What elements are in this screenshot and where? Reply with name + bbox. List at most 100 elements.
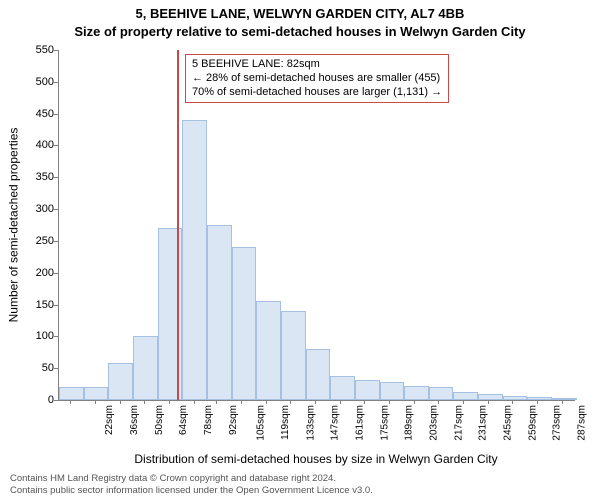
y-tick-label: 500	[24, 76, 54, 88]
histogram-bar	[207, 225, 232, 400]
x-tick-mark	[364, 400, 365, 404]
x-tick-label: 147sqm	[330, 405, 341, 441]
x-tick-label: 161sqm	[355, 405, 366, 441]
histogram-bar	[503, 396, 528, 400]
x-tick-label: 273sqm	[552, 405, 563, 441]
y-tick-label: 150	[24, 299, 54, 311]
x-tick-mark	[120, 400, 121, 404]
histogram-bar	[232, 247, 257, 400]
x-tick-label: 175sqm	[379, 405, 390, 441]
y-axis-label: Number of semi-detached properties	[6, 50, 20, 400]
histogram-bar	[306, 349, 331, 400]
histogram-bar	[453, 392, 478, 400]
x-tick-label: 64sqm	[178, 405, 189, 435]
y-tick-mark	[54, 177, 58, 178]
x-tick-label: 105sqm	[256, 405, 267, 441]
x-tick-label: 78sqm	[203, 405, 214, 435]
x-tick-mark	[488, 400, 489, 404]
y-tick-label: 300	[24, 203, 54, 215]
y-tick-mark	[54, 145, 58, 146]
x-tick-label: 119sqm	[280, 405, 291, 440]
annotation-box: 5 BEEHIVE LANE: 82sqm← 28% of semi-detac…	[185, 54, 449, 103]
histogram-bar	[429, 387, 454, 400]
histogram-bar	[478, 394, 503, 400]
x-tick-mark	[194, 400, 195, 404]
x-tick-label: 231sqm	[478, 405, 489, 441]
x-tick-mark	[512, 400, 513, 404]
histogram-bar	[182, 120, 207, 400]
y-tick-mark	[54, 209, 58, 210]
y-tick-label: 200	[24, 267, 54, 279]
property-size-marker	[177, 50, 179, 400]
y-tick-mark	[54, 400, 58, 401]
histogram-bar	[256, 301, 281, 400]
x-tick-mark	[266, 400, 267, 404]
y-tick-label: 0	[24, 394, 54, 406]
histogram-bar	[84, 387, 109, 400]
y-tick-label: 350	[24, 171, 54, 183]
property-size-histogram-page: { "title": { "line1": "5, BEEHIVE LANE, …	[0, 0, 600, 500]
histogram-bar	[133, 336, 158, 400]
y-tick-mark	[54, 368, 58, 369]
y-tick-mark	[54, 336, 58, 337]
annotation-line3: 70% of semi-detached houses are larger (…	[192, 86, 442, 100]
histogram-bar	[59, 387, 84, 400]
x-tick-mark	[537, 400, 538, 404]
y-tick-label: 250	[24, 235, 54, 247]
footer-line2: Contains public sector information licen…	[10, 485, 373, 496]
y-tick-label: 550	[24, 44, 54, 56]
y-tick-label: 50	[24, 362, 54, 374]
x-tick-label: 203sqm	[429, 405, 440, 441]
x-axis-label: Distribution of semi-detached houses by …	[58, 452, 574, 466]
y-tick-mark	[54, 241, 58, 242]
x-tick-mark	[389, 400, 390, 404]
x-tick-label: 189sqm	[404, 405, 415, 441]
histogram-bar	[108, 363, 133, 400]
footer-line1: Contains HM Land Registry data © Crown c…	[10, 473, 373, 484]
x-tick-mark	[169, 400, 170, 404]
x-tick-label: 50sqm	[154, 405, 165, 435]
footer-attribution: Contains HM Land Registry data © Crown c…	[10, 473, 373, 496]
annotation-line1: 5 BEEHIVE LANE: 82sqm	[192, 58, 442, 72]
y-tick-mark	[54, 305, 58, 306]
x-tick-label: 36sqm	[129, 405, 140, 435]
y-tick-label: 100	[24, 330, 54, 342]
x-tick-mark	[463, 400, 464, 404]
x-tick-label: 92sqm	[228, 405, 239, 435]
histogram-bar	[281, 311, 306, 400]
y-axis-label-text: Number of semi-detached properties	[6, 128, 20, 323]
x-tick-label: 22sqm	[104, 405, 115, 435]
histogram-bar	[552, 398, 577, 400]
x-tick-mark	[438, 400, 439, 404]
x-tick-mark	[95, 400, 96, 404]
histogram-bar	[330, 376, 355, 400]
y-tick-mark	[54, 114, 58, 115]
x-tick-label: 133sqm	[305, 405, 316, 441]
y-tick-label: 450	[24, 108, 54, 120]
x-tick-mark	[340, 400, 341, 404]
histogram-bar	[380, 382, 405, 400]
x-tick-label: 259sqm	[527, 405, 538, 441]
histogram-bar	[404, 386, 429, 400]
x-tick-mark	[216, 400, 217, 404]
y-tick-mark	[54, 273, 58, 274]
histogram-bar	[527, 397, 552, 400]
x-tick-mark	[241, 400, 242, 404]
histogram-bar	[355, 380, 380, 400]
x-tick-mark	[144, 400, 145, 404]
y-tick-label: 400	[24, 139, 54, 151]
x-tick-mark	[562, 400, 563, 404]
x-tick-mark	[315, 400, 316, 404]
annotation-line2: ← 28% of semi-detached houses are smalle…	[192, 72, 442, 86]
x-tick-mark	[70, 400, 71, 404]
x-tick-label: 245sqm	[503, 405, 514, 441]
page-title-subtitle: Size of property relative to semi-detach…	[0, 24, 600, 39]
x-tick-mark	[290, 400, 291, 404]
x-tick-mark	[414, 400, 415, 404]
x-tick-label: 287sqm	[577, 405, 588, 441]
y-tick-mark	[54, 82, 58, 83]
page-title-address: 5, BEEHIVE LANE, WELWYN GARDEN CITY, AL7…	[0, 6, 600, 21]
y-tick-mark	[54, 50, 58, 51]
x-tick-label: 217sqm	[453, 405, 464, 441]
histogram-plot-area: 5 BEEHIVE LANE: 82sqm← 28% of semi-detac…	[58, 50, 575, 401]
